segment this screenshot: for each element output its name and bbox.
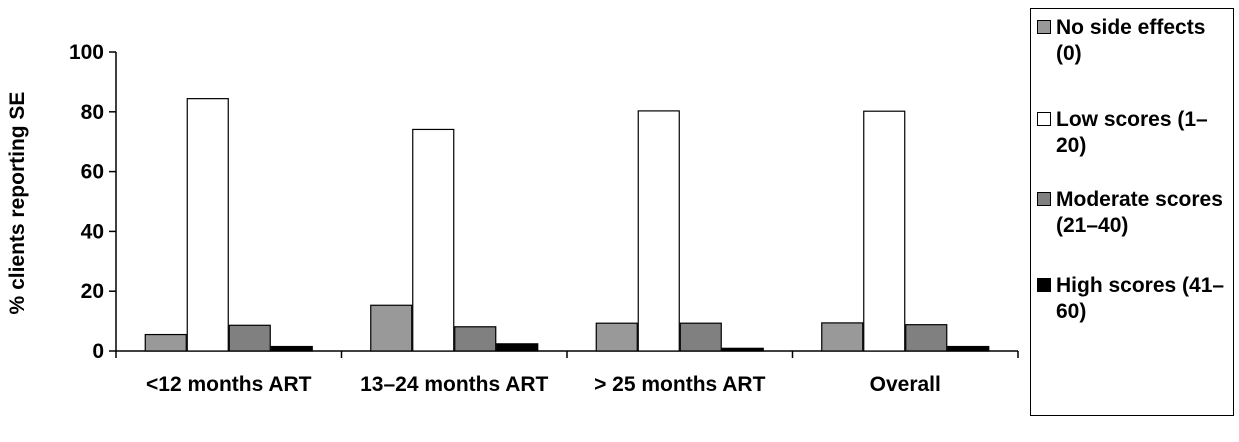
legend-swatch	[1037, 192, 1051, 206]
bar	[637, 110, 680, 352]
bar	[947, 345, 990, 352]
bar	[412, 128, 455, 352]
bar	[496, 343, 539, 352]
legend: No side effects (0) Low scores (1–20) Mo…	[1030, 8, 1234, 416]
legend-swatch	[1037, 278, 1051, 292]
y-tick-label: 0	[92, 340, 104, 363]
bar	[679, 322, 722, 352]
legend-label: No side effects (0)	[1056, 16, 1206, 65]
y-tick-label: 100	[69, 41, 104, 64]
y-tick-label: 40	[81, 220, 104, 243]
legend-item-high-scores: High scores (41–60)	[1037, 273, 1226, 325]
x-tick-label: <12 months ART	[146, 373, 312, 396]
bar	[454, 326, 497, 352]
y-tick-label: 80	[81, 101, 104, 124]
y-axis-label: % clients reporting SE	[6, 92, 29, 315]
bar	[270, 345, 313, 352]
y-tick-label: 20	[81, 280, 104, 303]
legend-item-low-scores: Low scores (1–20)	[1037, 107, 1226, 159]
bar	[228, 324, 271, 352]
legend-item-no-side-effects: No side effects (0)	[1037, 15, 1226, 67]
bar	[821, 322, 864, 352]
axes: 0 20 40 60 80 100 <12 months ART 13–24 months A…	[69, 41, 1019, 396]
legend-item-moderate-scores: Moderate scores (21–40)	[1037, 187, 1226, 239]
bar	[863, 110, 906, 352]
x-tick-label: > 25 months ART	[594, 373, 766, 396]
y-tick-label: 60	[81, 161, 104, 184]
legend-swatch	[1037, 112, 1051, 126]
bar	[905, 324, 948, 352]
legend-label: High scores (41–60)	[1056, 274, 1225, 323]
bar	[721, 347, 764, 352]
bar	[370, 304, 413, 352]
bar	[595, 322, 638, 352]
x-tick-label: 13–24 months ART	[360, 373, 548, 396]
bar	[144, 333, 187, 352]
legend-swatch	[1037, 20, 1051, 34]
legend-label: Low scores (1–20)	[1056, 108, 1208, 157]
bars	[144, 98, 990, 352]
bar	[186, 98, 229, 352]
x-tick-label: Overall	[870, 373, 941, 396]
legend-label: Moderate scores (21–40)	[1056, 188, 1223, 237]
